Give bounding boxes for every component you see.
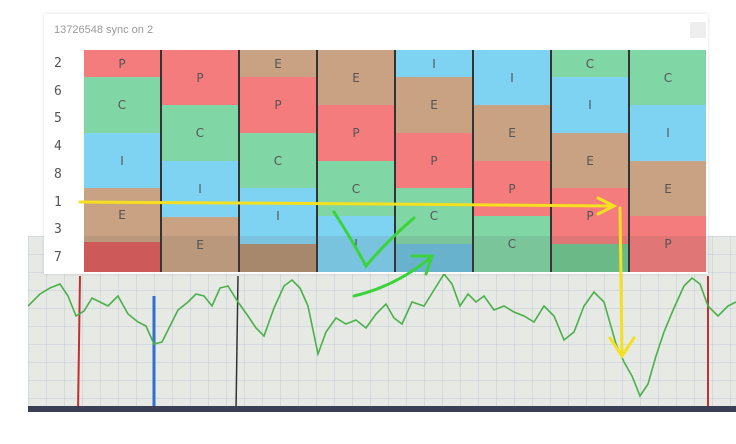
grid-cell: I (162, 161, 238, 217)
grid-cell: I (630, 105, 706, 161)
grid-cell: C (552, 50, 628, 77)
column-divider (160, 50, 162, 272)
grid-cell: C (396, 188, 472, 244)
ecg-dark-marker (235, 275, 239, 412)
row-label: 3 (54, 222, 62, 238)
grid-cell: P (474, 161, 550, 216)
grid-cell: C (162, 105, 238, 161)
column-divider (394, 50, 396, 272)
grid-cell: I (396, 50, 472, 77)
column-divider (238, 50, 240, 272)
grid-cell: P (84, 50, 160, 77)
ecg-trace (28, 272, 736, 412)
row-label: 5 (54, 111, 62, 127)
grid-cell: P (630, 216, 706, 272)
row-label: 2 (54, 55, 62, 71)
row-label: 6 (54, 83, 62, 99)
grid-cell: P (240, 77, 316, 133)
window-close-button[interactable] (690, 22, 706, 38)
grid-cell: E (318, 50, 394, 105)
grid-cell (84, 242, 160, 272)
grid-cell: E (630, 161, 706, 216)
grid-cell: I (240, 188, 316, 244)
grid-cell: E (84, 188, 160, 242)
grid-cell: C (240, 133, 316, 188)
grid-cell: I (474, 50, 550, 105)
grid-cell: C (84, 77, 160, 133)
grid-cell: C (630, 50, 706, 105)
row-label: 8 (54, 166, 62, 182)
grid-cell (552, 244, 628, 272)
grid-cell: E (552, 133, 628, 188)
ecg-waveform (28, 272, 736, 398)
ecg-red-marker-left (77, 275, 81, 412)
grid-cell: I (84, 133, 160, 188)
grid-cell: E (162, 217, 238, 272)
grid-cell: E (240, 50, 316, 77)
grid-cell: C (474, 216, 550, 272)
grid-cell (396, 244, 472, 272)
grid-cell: E (474, 105, 550, 161)
column-divider (472, 50, 474, 272)
grid-cell: I (318, 216, 394, 272)
grid-cell: P (162, 50, 238, 105)
grid-cell: I (552, 77, 628, 133)
grid-cell: C (318, 161, 394, 216)
grid-cell: P (396, 133, 472, 188)
column-divider (316, 50, 318, 272)
column-divider (628, 50, 630, 272)
grid-cell: P (318, 105, 394, 161)
column-divider (550, 50, 552, 272)
grid-cell: P (552, 188, 628, 244)
row-label: 4 (54, 139, 62, 155)
row-label: 1 (54, 194, 62, 210)
photo-bottom-strip (28, 406, 736, 412)
window-title: 13726548 sync on 2 (54, 24, 154, 36)
row-label: 7 (54, 250, 62, 266)
grid-cell (240, 244, 316, 272)
grid-cell: E (396, 77, 472, 133)
